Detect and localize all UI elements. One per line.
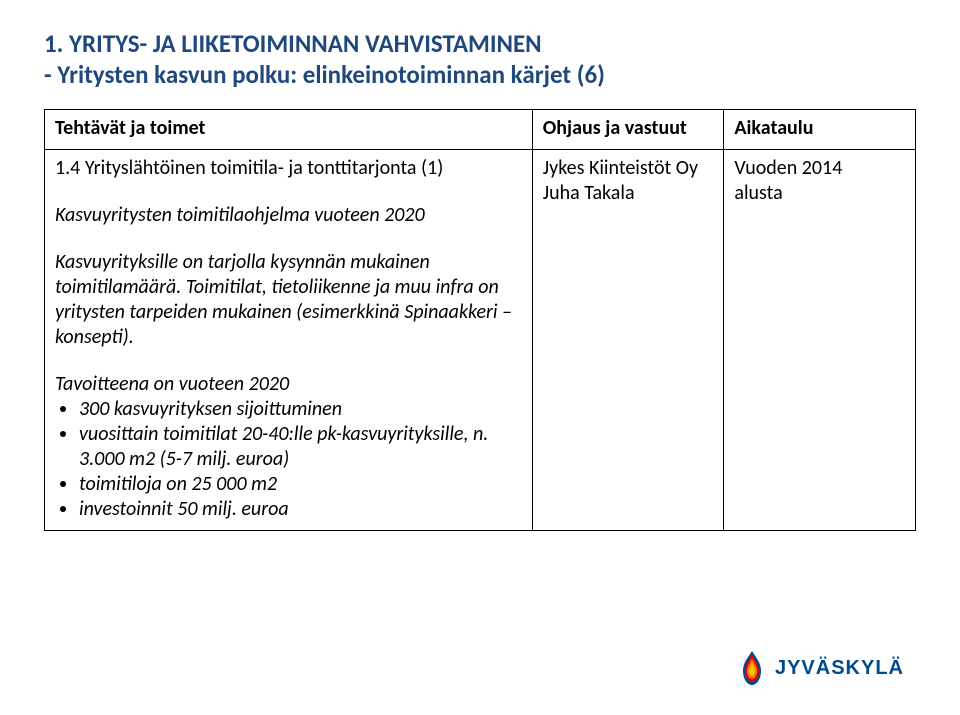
tasks-p3: Kasvuyrityksille on tarjolla kysynnän mu…: [55, 250, 522, 350]
list-item: 300 kasvuyrityksen sijoittuminen: [79, 397, 522, 422]
logo: JYVÄSKYLÄ: [737, 649, 904, 687]
list-item: vuosittain toimitilat 20-40:lle pk-kasvu…: [79, 422, 522, 472]
resp-line2: Juha Takala: [543, 181, 714, 206]
cell-tasks: 1.4 Yrityslähtöinen toimitila- ja tontti…: [45, 149, 533, 530]
tasks-bullets: 300 kasvuyrityksen sijoittuminen vuositt…: [55, 397, 522, 522]
sched-line1: Vuoden 2014: [734, 156, 905, 181]
page-heading: 1. YRITYS- JA LIIKETOIMINNAN VAHVISTAMIN…: [44, 28, 916, 91]
flame-icon: [737, 649, 767, 687]
tasks-p4: Tavoitteena on vuoteen 2020: [55, 372, 522, 397]
content-table: Tehtävät ja toimet Ohjaus ja vastuut Aik…: [44, 109, 916, 531]
tasks-p2: Kasvuyritysten toimitilaohjelma vuoteen …: [55, 203, 522, 228]
col-header-responsibility: Ohjaus ja vastuut: [532, 109, 724, 149]
table-header-row: Tehtävät ja toimet Ohjaus ja vastuut Aik…: [45, 109, 916, 149]
cell-responsibility: Jykes Kiinteistöt Oy Juha Takala: [532, 149, 724, 530]
table-row: 1.4 Yrityslähtöinen toimitila- ja tontti…: [45, 149, 916, 530]
col-header-tasks: Tehtävät ja toimet: [45, 109, 533, 149]
heading-line-1: 1. YRITYS- JA LIIKETOIMINNAN VAHVISTAMIN…: [44, 28, 542, 59]
cell-schedule: Vuoden 2014 alusta: [724, 149, 916, 530]
resp-line1: Jykes Kiinteistöt Oy: [543, 156, 714, 181]
sched-line2: alusta: [734, 181, 905, 206]
list-item: toimitiloja on 25 000 m2: [79, 472, 522, 497]
list-item: investoinnit 50 milj. euroa: [79, 497, 522, 522]
logo-text: JYVÄSKYLÄ: [775, 657, 904, 680]
tasks-p1: 1.4 Yrityslähtöinen toimitila- ja tontti…: [55, 156, 522, 181]
col-header-schedule: Aikataulu: [724, 109, 916, 149]
heading-line-2: - Yritysten kasvun polku: elinkeinotoimi…: [44, 59, 605, 90]
